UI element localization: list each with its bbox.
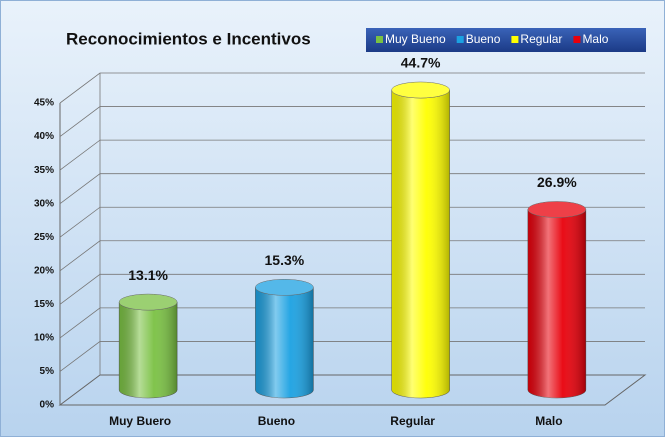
- y-tick-label: 10%: [34, 333, 54, 344]
- cylinder-shade: [391, 90, 450, 398]
- value-label: 26.9%: [537, 174, 577, 190]
- x-tick-label: Bueno: [258, 414, 295, 428]
- value-label: 13.1%: [128, 267, 168, 283]
- legend-swatch: [511, 36, 519, 43]
- legend-swatch: [456, 36, 464, 43]
- cylinder-top-shade: [391, 82, 450, 99]
- value-label: 44.7%: [401, 55, 441, 71]
- legend-label: Bueno: [466, 32, 501, 46]
- x-tick-label: Malo: [535, 414, 562, 428]
- y-tick-label: 0%: [40, 400, 55, 411]
- cylinder-shade: [255, 287, 314, 398]
- cylinder-top: [527, 201, 587, 218]
- cylinder-top: [391, 81, 450, 99]
- y-tick-label: 30%: [34, 198, 54, 209]
- cylinder-top: [255, 279, 314, 296]
- legend-label: Malo: [582, 32, 608, 46]
- y-tick-label: 45%: [34, 98, 54, 109]
- cylinder-top: [118, 293, 178, 311]
- y-tick-label: 35%: [34, 165, 54, 176]
- y-tick-label: 25%: [34, 232, 54, 243]
- y-tick-label: 15%: [34, 299, 54, 310]
- legend-label: Muy Bueno: [385, 32, 446, 46]
- value-label: 15.3%: [265, 252, 305, 268]
- cylinder-top-shade: [255, 279, 314, 296]
- legend-label: Regular: [520, 32, 562, 46]
- y-tick-label: 5%: [40, 366, 55, 377]
- legend-swatch: [573, 36, 581, 43]
- y-tick-label: 20%: [34, 265, 54, 276]
- floor: [58, 374, 647, 406]
- legend-box: [366, 28, 646, 52]
- chart-title: Reconocimientos e Incentivos: [66, 29, 311, 48]
- cylinder-shade: [527, 209, 586, 398]
- x-tick-label: Muy Buero: [109, 414, 171, 428]
- legend-swatch: [376, 36, 383, 43]
- y-tick-label: 40%: [34, 131, 54, 142]
- x-tick-label: Regular: [390, 414, 435, 428]
- cylinder-top-shade: [119, 294, 178, 311]
- cylinder-shade: [119, 302, 178, 398]
- cylinder-top-shade: [527, 201, 586, 218]
